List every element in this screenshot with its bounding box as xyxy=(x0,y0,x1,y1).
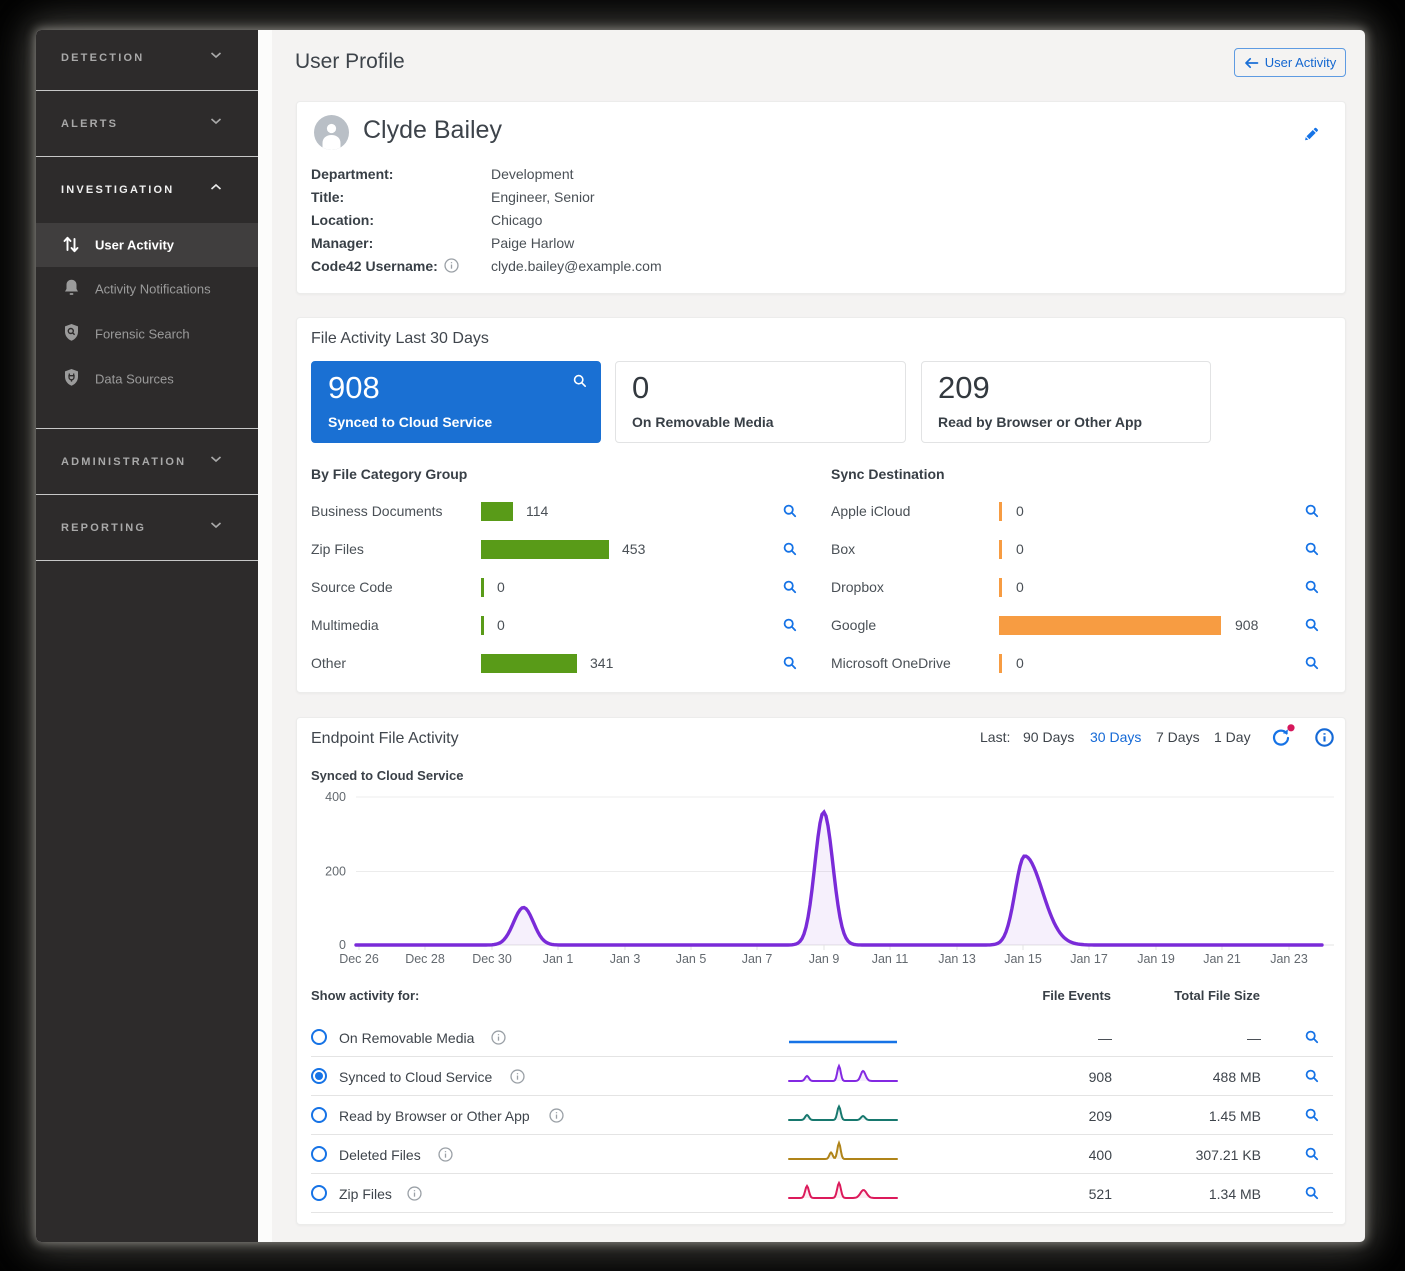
svg-text:Jan 19: Jan 19 xyxy=(1137,952,1175,966)
svg-text:Jan 1: Jan 1 xyxy=(543,952,574,966)
svg-text:Dec 30: Dec 30 xyxy=(472,952,512,966)
svg-text:200: 200 xyxy=(325,865,346,879)
svg-text:Jan 3: Jan 3 xyxy=(610,952,641,966)
svg-text:Jan 21: Jan 21 xyxy=(1203,952,1241,966)
svg-text:400: 400 xyxy=(325,790,346,804)
svg-text:Dec 28: Dec 28 xyxy=(405,952,445,966)
svg-text:0: 0 xyxy=(339,938,346,952)
svg-text:Jan 9: Jan 9 xyxy=(809,952,840,966)
svg-text:Jan 15: Jan 15 xyxy=(1004,952,1042,966)
svg-text:Jan 11: Jan 11 xyxy=(872,952,909,966)
svg-text:Jan 13: Jan 13 xyxy=(938,952,976,966)
svg-text:Jan 23: Jan 23 xyxy=(1270,952,1308,966)
svg-text:Jan 5: Jan 5 xyxy=(676,952,707,966)
svg-text:Jan 17: Jan 17 xyxy=(1070,952,1108,966)
svg-text:Dec 26: Dec 26 xyxy=(339,952,379,966)
svg-text:Jan 7: Jan 7 xyxy=(742,952,773,966)
